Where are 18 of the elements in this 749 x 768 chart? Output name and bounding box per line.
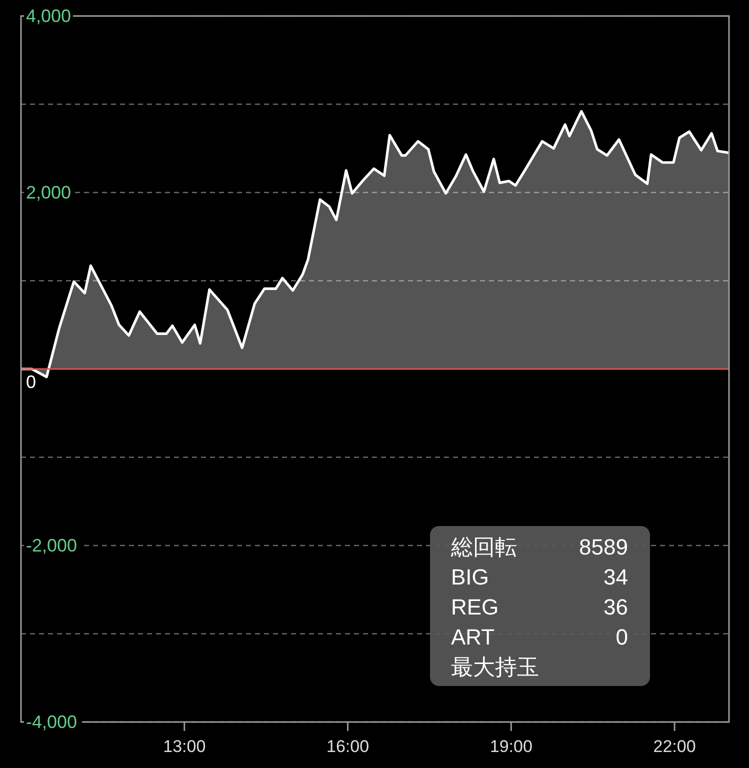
y-tick-label: -4,000: [26, 712, 78, 732]
y-tick-label: 2,000: [26, 182, 72, 202]
annotation: 総回転: [450, 534, 517, 560]
annotation: 8589: [579, 534, 628, 560]
annotation: 0: [616, 624, 628, 650]
annotation: BIG: [451, 564, 489, 590]
x-tick-label: 16:00: [326, 737, 370, 756]
ref-line-label: 0: [26, 372, 36, 392]
annotation: REG: [451, 594, 499, 620]
annotation: 34: [604, 564, 628, 590]
annotation: 36: [604, 594, 628, 620]
y-tick-label: 4,000: [26, 6, 72, 26]
x-tick-label: 19:00: [490, 737, 532, 756]
x-tick-label: 13:00: [163, 737, 206, 756]
annotation: ART: [451, 624, 495, 650]
x-tick-label: 22:00: [653, 737, 696, 756]
y-tick-label: -2,000: [26, 536, 78, 556]
annotation: 最大持玉: [451, 654, 539, 680]
